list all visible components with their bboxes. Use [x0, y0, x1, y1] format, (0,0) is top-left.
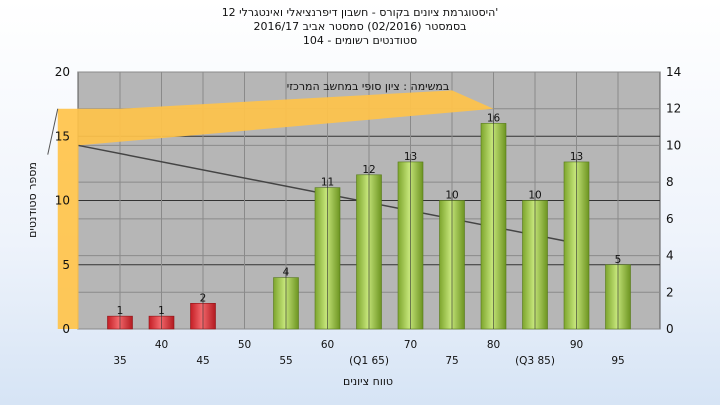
- chart-title: 'היסטוגרמת ציונים בקורס - חשבון דיפרנציא…: [221, 6, 499, 19]
- y2-tick-label: 10: [666, 138, 681, 152]
- bar-value-label: 1: [117, 305, 124, 317]
- x-tick-label: (Q3 85): [515, 355, 555, 367]
- y-tick-label: 15: [55, 129, 70, 143]
- y2-tick-label: 0: [666, 322, 674, 336]
- bar-value-label: 13: [570, 151, 583, 163]
- y-tick-label: 0: [62, 322, 70, 336]
- bar-value-label: 5: [615, 254, 622, 266]
- x-tick-label: 70: [404, 339, 417, 351]
- bar-value-label: 16: [487, 112, 501, 124]
- bar-value-label: 13: [404, 151, 417, 163]
- x-tick-label: 40: [155, 339, 168, 351]
- y2-tick-label: 2: [666, 285, 674, 299]
- x-tick-label: 60: [321, 339, 334, 351]
- y2-tick-label: 6: [666, 212, 674, 226]
- x-tick-label: 55: [279, 355, 292, 367]
- y2-tick-label: 8: [666, 175, 674, 189]
- bar-value-label: 4: [283, 267, 290, 279]
- chart-subtitle-semester: בסמסטר (02/2016) סמסטר אביב 2016/17: [253, 20, 467, 33]
- chart-subtitle-students: סטודנטים רשומים - 104: [302, 34, 418, 47]
- bar-value-label: 10: [528, 190, 541, 202]
- x-tick-label: 35: [113, 355, 126, 367]
- x-tick-label: 75: [445, 355, 458, 367]
- x-tick-label: (Q1 65): [349, 355, 389, 367]
- y-tick-label: 20: [55, 65, 70, 79]
- boxplot-whisker-left: [47, 108, 59, 155]
- boxplot-area: [57, 90, 494, 329]
- y-axis-title: מספר סטודנטים: [26, 162, 39, 238]
- x-tick-label: 95: [611, 355, 624, 367]
- x-tick-label: 80: [487, 339, 500, 351]
- bar-value-label: 10: [445, 190, 458, 202]
- y2-tick-label: 14: [666, 65, 681, 79]
- x-tick-label: 45: [196, 355, 209, 367]
- y2-tick-label: 4: [666, 249, 674, 263]
- y2-tick-label: 12: [666, 102, 681, 116]
- bar-value-label: 11: [321, 177, 334, 189]
- x-tick-label: 90: [570, 339, 583, 351]
- bar-value-label: 1: [158, 305, 165, 317]
- chart-annotation: במשימה : ציון סופי במחשב המרכזי: [287, 80, 450, 93]
- y-tick-label: 5: [62, 258, 70, 272]
- bar-value-label: 12: [362, 164, 375, 176]
- x-axis-title: טווח ציונים: [343, 375, 393, 388]
- x-tick-label: 50: [238, 339, 251, 351]
- y-tick-label: 10: [55, 194, 70, 208]
- bar-value-label: 2: [200, 292, 207, 304]
